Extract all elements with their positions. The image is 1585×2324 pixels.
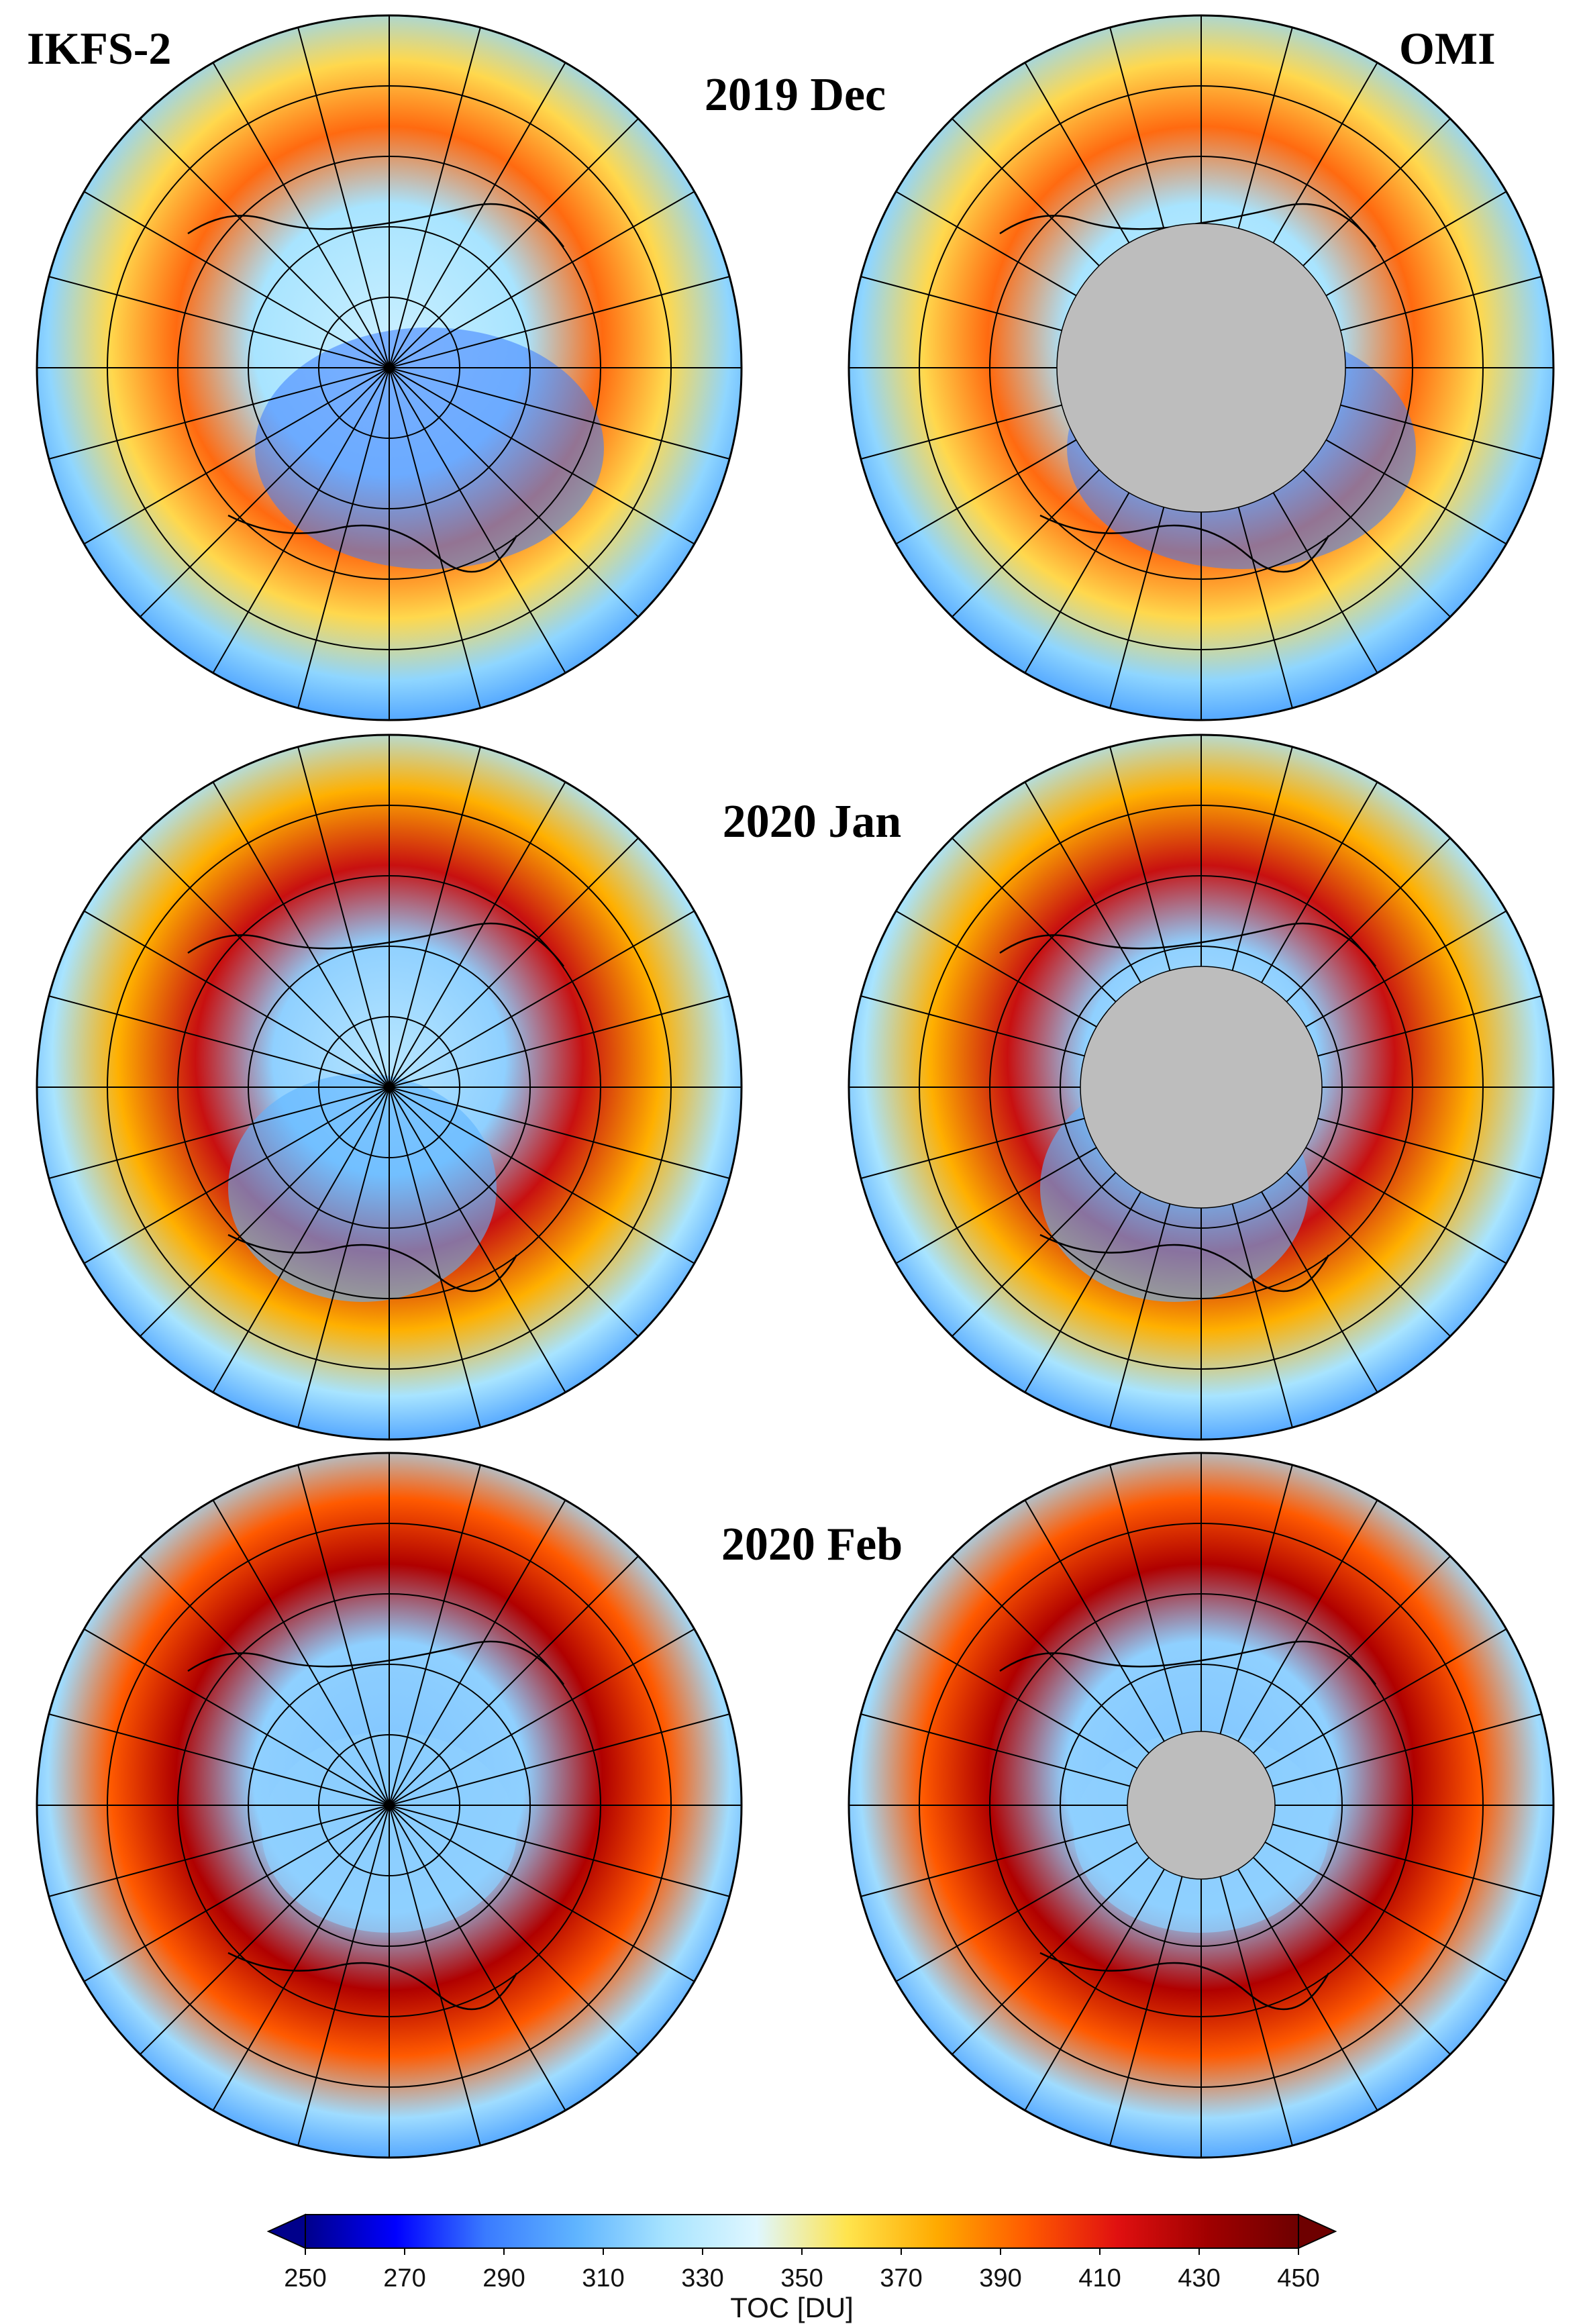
- colorbar-tick-label: 310: [582, 2264, 625, 2292]
- map-border: [848, 1452, 1555, 2159]
- no-data-polar-cap: [1127, 1731, 1276, 1880]
- colorbar-tick-label: 450: [1277, 2264, 1320, 2292]
- polar-map-ikfs-2-2020-feb: [36, 1452, 743, 2159]
- no-data-polar-cap: [1080, 966, 1323, 1209]
- map-border: [36, 14, 743, 721]
- colorbar-tick-label: 290: [482, 2264, 525, 2292]
- omi-label: OMI: [1399, 23, 1496, 74]
- colorbar-tick-label: 350: [780, 2264, 823, 2292]
- map-border: [848, 14, 1555, 721]
- colorbar-tick-label: 430: [1178, 2264, 1221, 2292]
- coastline: [999, 922, 1376, 1293]
- month-title-feb-2020: 2020 Feb: [721, 1519, 903, 1570]
- colorbar-title: TOC [DU]: [730, 2292, 854, 2323]
- no-data-polar-cap: [1056, 223, 1346, 513]
- colorbar-tick-label: 250: [284, 2264, 327, 2292]
- coastline: [187, 922, 564, 1293]
- polar-map-ikfs-2-2020-jan: [36, 734, 743, 1441]
- month-title-jan-2020: 2020 Jan: [722, 796, 902, 848]
- polar-map-omi-2019-dec: [848, 14, 1555, 721]
- coastline: [187, 203, 564, 573]
- graticule: [37, 1453, 742, 2158]
- colorbar-tick-label: 390: [979, 2264, 1022, 2292]
- polar-map-omi-2020-jan: [848, 734, 1555, 1441]
- graticule: [37, 15, 742, 720]
- colorbar-tick-label: 330: [681, 2264, 724, 2292]
- colorbar-min-extend-arrow: [266, 2213, 306, 2250]
- polar-map-ikfs-2-2019-dec: [36, 14, 743, 721]
- coastline: [187, 1640, 564, 2011]
- month-title-dec-2019: 2019 Dec: [704, 69, 886, 121]
- colorbar: [305, 2214, 1299, 2249]
- map-border: [36, 734, 743, 1441]
- colorbar-max-extend-arrow: [1298, 2213, 1337, 2250]
- map-border: [36, 1452, 743, 2159]
- coastline: [999, 1640, 1376, 2011]
- polar-map-omi-2020-feb: [848, 1452, 1555, 2159]
- colorbar-tick-label: 370: [880, 2264, 923, 2292]
- map-border: [848, 734, 1555, 1441]
- ikfs2-label: IKFS-2: [27, 23, 172, 74]
- graticule: [37, 735, 742, 1439]
- colorbar-tick-label: 410: [1078, 2264, 1121, 2292]
- colorbar-tick-label: 270: [383, 2264, 426, 2292]
